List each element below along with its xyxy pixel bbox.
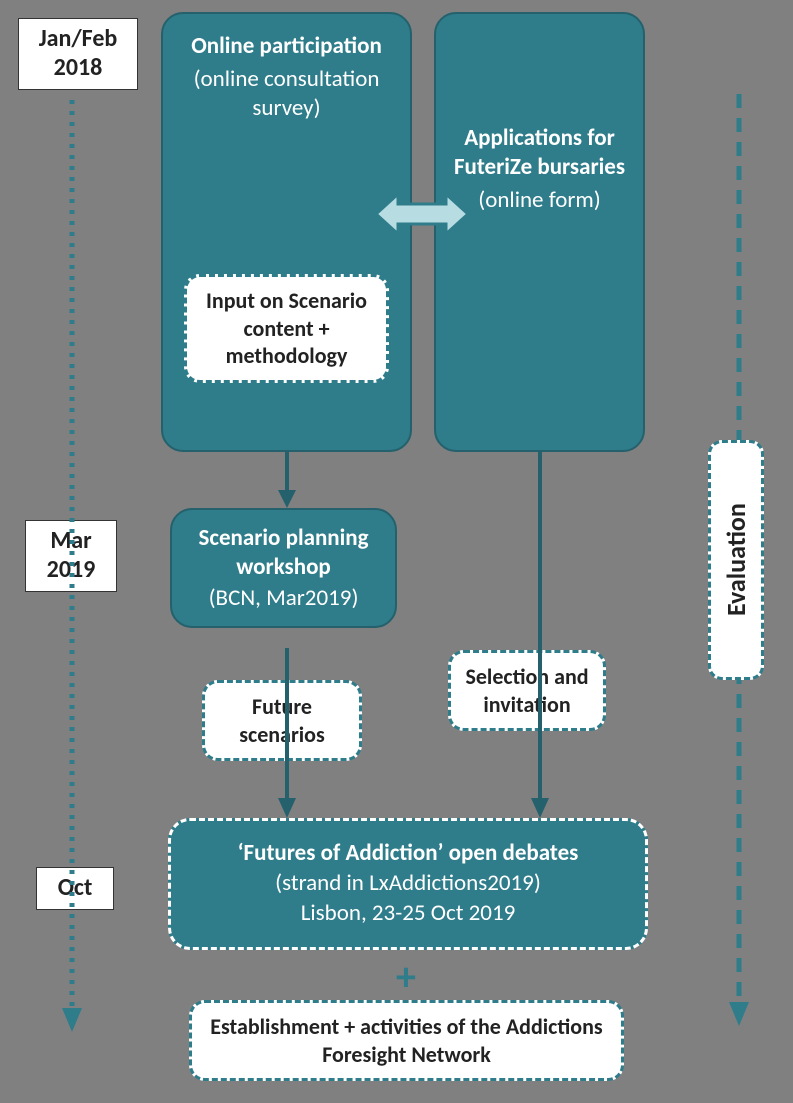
bidirectional-arrow	[372, 188, 472, 240]
input-scenario-box: Input on Scenario content + methodology	[184, 274, 389, 383]
timeline-arrow-left	[62, 100, 82, 1035]
establishment-box: Establishment + activities of the Addict…	[189, 1000, 624, 1081]
arrow-left-down	[277, 648, 297, 820]
input-scenario-text: Input on Scenario content + methodology	[206, 287, 367, 369]
applications-sub: (online form)	[450, 186, 629, 215]
arrow-to-workshop	[277, 452, 297, 512]
evaluation-label: Evaluation	[720, 504, 752, 617]
arrow-right-down	[530, 452, 550, 820]
debates-title: ‘Futures of Addiction’ open debates	[187, 839, 629, 869]
plus-text: +	[396, 952, 416, 1001]
debates-sub1: (strand in LxAddictions2019)	[187, 869, 629, 899]
online-participation-title: Online participation	[177, 32, 396, 61]
scenario-workshop-sub: (BCN, Mar2019)	[182, 584, 385, 613]
debates-sub2: Lisbon, 23-25 Oct 2019	[187, 899, 629, 929]
scenario-workshop-title: Scenario planning workshop	[182, 524, 385, 582]
date-label-janfeb: Jan/Feb 2018	[18, 18, 138, 90]
selection-invitation-text: Selection and invitation	[465, 663, 588, 718]
date-text: Jan/Feb 2018	[39, 24, 118, 82]
establishment-text: Establishment + activities of the Addict…	[210, 1013, 602, 1068]
evaluation-box: Evaluation	[708, 440, 764, 680]
applications-title: Applications for FuteriZe bursaries	[450, 124, 629, 182]
online-participation-sub: (online consultation survey)	[177, 65, 396, 123]
selection-invitation-box: Selection and invitation	[448, 650, 606, 731]
plus-icon: +	[396, 952, 416, 1001]
scenario-workshop-box: Scenario planning workshop (BCN, Mar2019…	[170, 508, 397, 628]
debates-box: ‘Futures of Addiction’ open debates (str…	[168, 818, 648, 950]
